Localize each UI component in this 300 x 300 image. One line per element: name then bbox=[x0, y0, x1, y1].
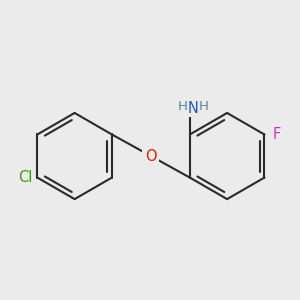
Text: F: F bbox=[273, 127, 281, 142]
Text: H: H bbox=[199, 100, 209, 113]
FancyBboxPatch shape bbox=[172, 100, 215, 117]
FancyBboxPatch shape bbox=[142, 148, 160, 164]
FancyBboxPatch shape bbox=[267, 127, 286, 142]
Text: N: N bbox=[188, 101, 199, 116]
Text: O: O bbox=[145, 148, 157, 164]
Text: H: H bbox=[178, 100, 188, 113]
Text: Cl: Cl bbox=[18, 170, 32, 185]
FancyBboxPatch shape bbox=[7, 170, 35, 185]
